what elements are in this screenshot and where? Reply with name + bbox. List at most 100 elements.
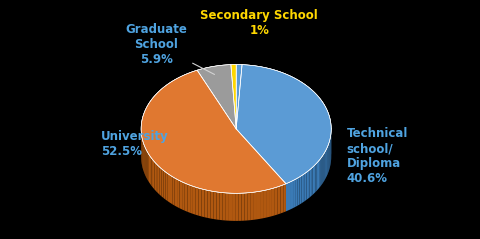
Polygon shape xyxy=(142,138,143,168)
Polygon shape xyxy=(290,181,292,210)
Polygon shape xyxy=(300,176,301,205)
Polygon shape xyxy=(153,160,155,190)
Polygon shape xyxy=(245,193,248,221)
Polygon shape xyxy=(269,189,272,217)
Polygon shape xyxy=(236,65,331,184)
Polygon shape xyxy=(306,171,308,200)
Text: University
52.5%: University 52.5% xyxy=(101,130,169,158)
Polygon shape xyxy=(257,191,260,219)
Polygon shape xyxy=(143,142,144,172)
Polygon shape xyxy=(199,188,202,217)
Polygon shape xyxy=(286,183,288,211)
Polygon shape xyxy=(296,178,298,207)
Polygon shape xyxy=(318,160,319,189)
Polygon shape xyxy=(301,175,303,203)
Polygon shape xyxy=(325,150,326,179)
Polygon shape xyxy=(193,186,196,215)
Polygon shape xyxy=(216,192,219,220)
Polygon shape xyxy=(162,169,164,198)
Text: Graduate
School
5.9%: Graduate School 5.9% xyxy=(125,23,215,75)
Polygon shape xyxy=(280,185,283,213)
Polygon shape xyxy=(236,65,242,129)
Polygon shape xyxy=(315,163,317,192)
Polygon shape xyxy=(323,154,324,184)
Polygon shape xyxy=(260,191,263,219)
Polygon shape xyxy=(168,174,170,203)
Polygon shape xyxy=(310,168,311,197)
Polygon shape xyxy=(232,193,235,221)
Polygon shape xyxy=(197,65,236,129)
Polygon shape xyxy=(328,143,329,173)
Polygon shape xyxy=(292,180,294,209)
Polygon shape xyxy=(147,152,149,182)
Polygon shape xyxy=(236,65,242,129)
Polygon shape xyxy=(229,193,232,221)
Polygon shape xyxy=(223,193,226,221)
Polygon shape xyxy=(207,190,210,218)
Polygon shape xyxy=(141,70,286,193)
Polygon shape xyxy=(275,187,278,215)
Polygon shape xyxy=(312,166,314,195)
Polygon shape xyxy=(155,162,156,191)
Polygon shape xyxy=(311,167,312,196)
Text: Secondary School
1%: Secondary School 1% xyxy=(200,9,318,37)
Polygon shape xyxy=(319,159,320,188)
Polygon shape xyxy=(158,165,160,195)
Polygon shape xyxy=(239,193,241,221)
Polygon shape xyxy=(241,193,245,221)
Polygon shape xyxy=(251,192,254,220)
Polygon shape xyxy=(288,182,290,211)
Polygon shape xyxy=(226,193,229,221)
Polygon shape xyxy=(278,186,280,214)
Polygon shape xyxy=(303,174,305,202)
Polygon shape xyxy=(152,158,153,188)
Polygon shape xyxy=(190,185,193,214)
Polygon shape xyxy=(231,65,236,129)
Polygon shape xyxy=(298,177,300,206)
Polygon shape xyxy=(327,145,328,174)
Polygon shape xyxy=(283,184,286,212)
Polygon shape xyxy=(294,179,296,208)
Polygon shape xyxy=(308,170,310,199)
Polygon shape xyxy=(248,193,251,220)
Polygon shape xyxy=(317,162,318,191)
Polygon shape xyxy=(144,146,145,176)
Polygon shape xyxy=(141,70,286,193)
Polygon shape xyxy=(266,189,269,218)
Polygon shape xyxy=(160,167,162,196)
Polygon shape xyxy=(231,65,236,129)
Polygon shape xyxy=(145,148,146,178)
Polygon shape xyxy=(322,156,323,185)
Polygon shape xyxy=(187,184,190,213)
Polygon shape xyxy=(164,170,166,200)
Polygon shape xyxy=(236,65,331,184)
Polygon shape xyxy=(149,154,150,184)
Polygon shape xyxy=(197,65,236,129)
Polygon shape xyxy=(305,172,306,201)
Polygon shape xyxy=(182,182,185,211)
Polygon shape xyxy=(150,156,152,186)
Polygon shape xyxy=(219,192,223,220)
Polygon shape xyxy=(175,178,177,207)
Polygon shape xyxy=(210,191,214,219)
Polygon shape xyxy=(177,179,180,208)
Polygon shape xyxy=(166,172,168,201)
Polygon shape xyxy=(235,193,239,221)
Polygon shape xyxy=(326,148,327,177)
Polygon shape xyxy=(263,190,266,218)
Polygon shape xyxy=(172,177,175,206)
Polygon shape xyxy=(272,188,275,216)
Text: Technical
school/
Diploma
40.6%: Technical school/ Diploma 40.6% xyxy=(347,127,408,185)
Polygon shape xyxy=(156,164,158,193)
Polygon shape xyxy=(196,187,199,216)
Polygon shape xyxy=(170,175,172,204)
Polygon shape xyxy=(180,181,182,209)
Polygon shape xyxy=(324,151,325,180)
Polygon shape xyxy=(202,189,204,217)
Polygon shape xyxy=(146,150,147,180)
Polygon shape xyxy=(185,183,187,212)
Polygon shape xyxy=(314,164,315,193)
Polygon shape xyxy=(214,191,216,219)
Polygon shape xyxy=(204,190,207,218)
Polygon shape xyxy=(254,192,257,220)
